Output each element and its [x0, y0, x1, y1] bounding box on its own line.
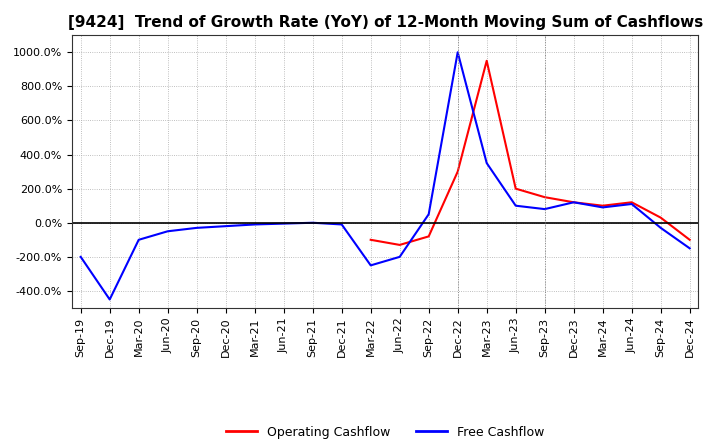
Free Cashflow — [366, 263, 375, 268]
Operating Cashflow — [627, 200, 636, 205]
Operating Cashflow — [541, 194, 549, 200]
Free Cashflow — [221, 224, 230, 229]
Operating Cashflow — [511, 186, 520, 191]
Free Cashflow — [511, 203, 520, 208]
Free Cashflow — [482, 161, 491, 166]
Operating Cashflow — [570, 200, 578, 205]
Free Cashflow — [279, 221, 288, 226]
Operating Cashflow — [424, 234, 433, 239]
Free Cashflow — [135, 237, 143, 242]
Free Cashflow — [541, 206, 549, 212]
Line: Free Cashflow: Free Cashflow — [81, 52, 690, 300]
Operating Cashflow — [454, 169, 462, 174]
Free Cashflow — [657, 225, 665, 231]
Line: Operating Cashflow: Operating Cashflow — [371, 61, 690, 245]
Free Cashflow — [598, 205, 607, 210]
Operating Cashflow — [598, 203, 607, 208]
Title: [9424]  Trend of Growth Rate (YoY) of 12-Month Moving Sum of Cashflows: [9424] Trend of Growth Rate (YoY) of 12-… — [68, 15, 703, 30]
Free Cashflow — [338, 222, 346, 227]
Free Cashflow — [685, 246, 694, 251]
Free Cashflow — [192, 225, 201, 231]
Free Cashflow — [163, 229, 172, 234]
Free Cashflow — [105, 297, 114, 302]
Free Cashflow — [454, 50, 462, 55]
Free Cashflow — [424, 212, 433, 217]
Operating Cashflow — [395, 242, 404, 248]
Free Cashflow — [251, 222, 259, 227]
Free Cashflow — [627, 202, 636, 207]
Free Cashflow — [308, 220, 317, 225]
Operating Cashflow — [366, 237, 375, 242]
Free Cashflow — [395, 254, 404, 260]
Operating Cashflow — [685, 237, 694, 242]
Operating Cashflow — [482, 58, 491, 63]
Free Cashflow — [570, 200, 578, 205]
Free Cashflow — [76, 254, 85, 260]
Legend: Operating Cashflow, Free Cashflow: Operating Cashflow, Free Cashflow — [221, 421, 549, 440]
Operating Cashflow — [657, 215, 665, 220]
